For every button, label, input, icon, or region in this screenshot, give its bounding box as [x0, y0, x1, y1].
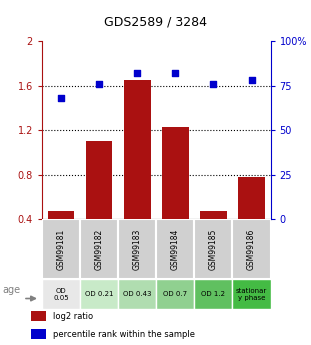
Bar	[238, 177, 265, 264]
Bar	[156, 219, 194, 279]
Text: OD 1.2: OD 1.2	[202, 291, 225, 297]
Text: GSM99185: GSM99185	[209, 229, 218, 270]
Point	[249, 78, 254, 83]
Bar	[86, 141, 113, 264]
Bar	[156, 279, 194, 309]
Point	[58, 96, 63, 101]
Bar	[31, 329, 46, 339]
Point	[173, 71, 178, 76]
Bar	[42, 219, 80, 279]
Bar	[232, 219, 271, 279]
Text: OD 0.21: OD 0.21	[85, 291, 114, 297]
Bar	[42, 279, 80, 309]
Bar	[80, 219, 118, 279]
Bar	[118, 279, 156, 309]
Bar	[31, 312, 46, 321]
Text: GDS2589 / 3284: GDS2589 / 3284	[104, 16, 207, 29]
Text: OD
0.05: OD 0.05	[53, 288, 69, 300]
Point	[135, 71, 140, 76]
Text: GSM99184: GSM99184	[171, 229, 180, 270]
Text: GSM99183: GSM99183	[133, 229, 142, 270]
Point	[211, 81, 216, 87]
Bar	[48, 211, 74, 264]
Bar	[232, 279, 271, 309]
Bar	[194, 219, 232, 279]
Text: percentile rank within the sample: percentile rank within the sample	[53, 329, 195, 338]
Text: GSM99186: GSM99186	[247, 229, 256, 270]
Bar	[118, 219, 156, 279]
Bar	[162, 127, 189, 264]
Text: age: age	[2, 285, 20, 295]
Bar	[194, 279, 232, 309]
Text: stationar
y phase: stationar y phase	[236, 288, 267, 300]
Text: GSM99182: GSM99182	[95, 229, 104, 270]
Bar	[200, 211, 227, 264]
Text: OD 0.43: OD 0.43	[123, 291, 151, 297]
Text: GSM99181: GSM99181	[57, 229, 66, 270]
Point	[97, 81, 102, 87]
Text: log2 ratio: log2 ratio	[53, 312, 93, 321]
Bar	[80, 279, 118, 309]
Bar	[124, 80, 151, 264]
Text: OD 0.7: OD 0.7	[163, 291, 188, 297]
